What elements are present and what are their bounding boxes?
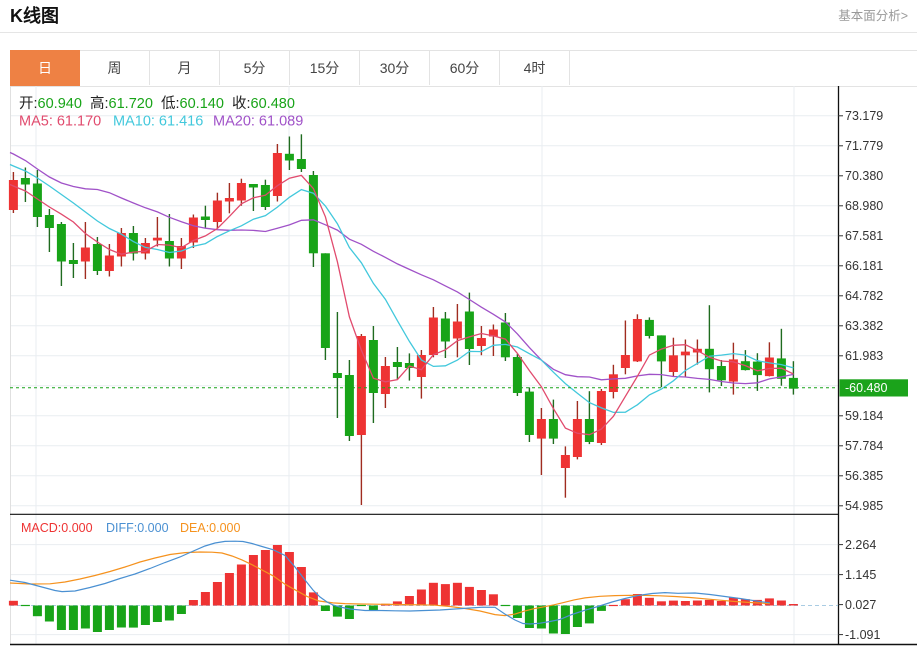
svg-text:68.980: 68.980 <box>845 199 883 213</box>
svg-text:-1.091: -1.091 <box>845 628 880 642</box>
svg-text:MACD:0.000: MACD:0.000 <box>21 521 93 535</box>
svg-text:61.983: 61.983 <box>845 349 883 363</box>
svg-text:0.027: 0.027 <box>845 598 876 612</box>
svg-text:-60.480: -60.480 <box>845 381 887 395</box>
svg-text:1.145: 1.145 <box>845 568 876 582</box>
svg-text:DIFF:0.000: DIFF:0.000 <box>106 521 169 535</box>
svg-text:59.184: 59.184 <box>845 409 883 423</box>
svg-text:70.380: 70.380 <box>845 169 883 183</box>
svg-text:66.181: 66.181 <box>845 259 883 273</box>
svg-text:54.985: 54.985 <box>845 499 883 513</box>
svg-text:56.385: 56.385 <box>845 469 883 483</box>
svg-text:73.179: 73.179 <box>845 109 883 123</box>
svg-text:57.784: 57.784 <box>845 439 883 453</box>
svg-text:67.581: 67.581 <box>845 229 883 243</box>
svg-text:DEA:0.000: DEA:0.000 <box>180 521 241 535</box>
svg-text:2.264: 2.264 <box>845 538 876 552</box>
svg-text:63.382: 63.382 <box>845 319 883 333</box>
svg-text:64.782: 64.782 <box>845 289 883 303</box>
svg-text:71.779: 71.779 <box>845 139 883 153</box>
